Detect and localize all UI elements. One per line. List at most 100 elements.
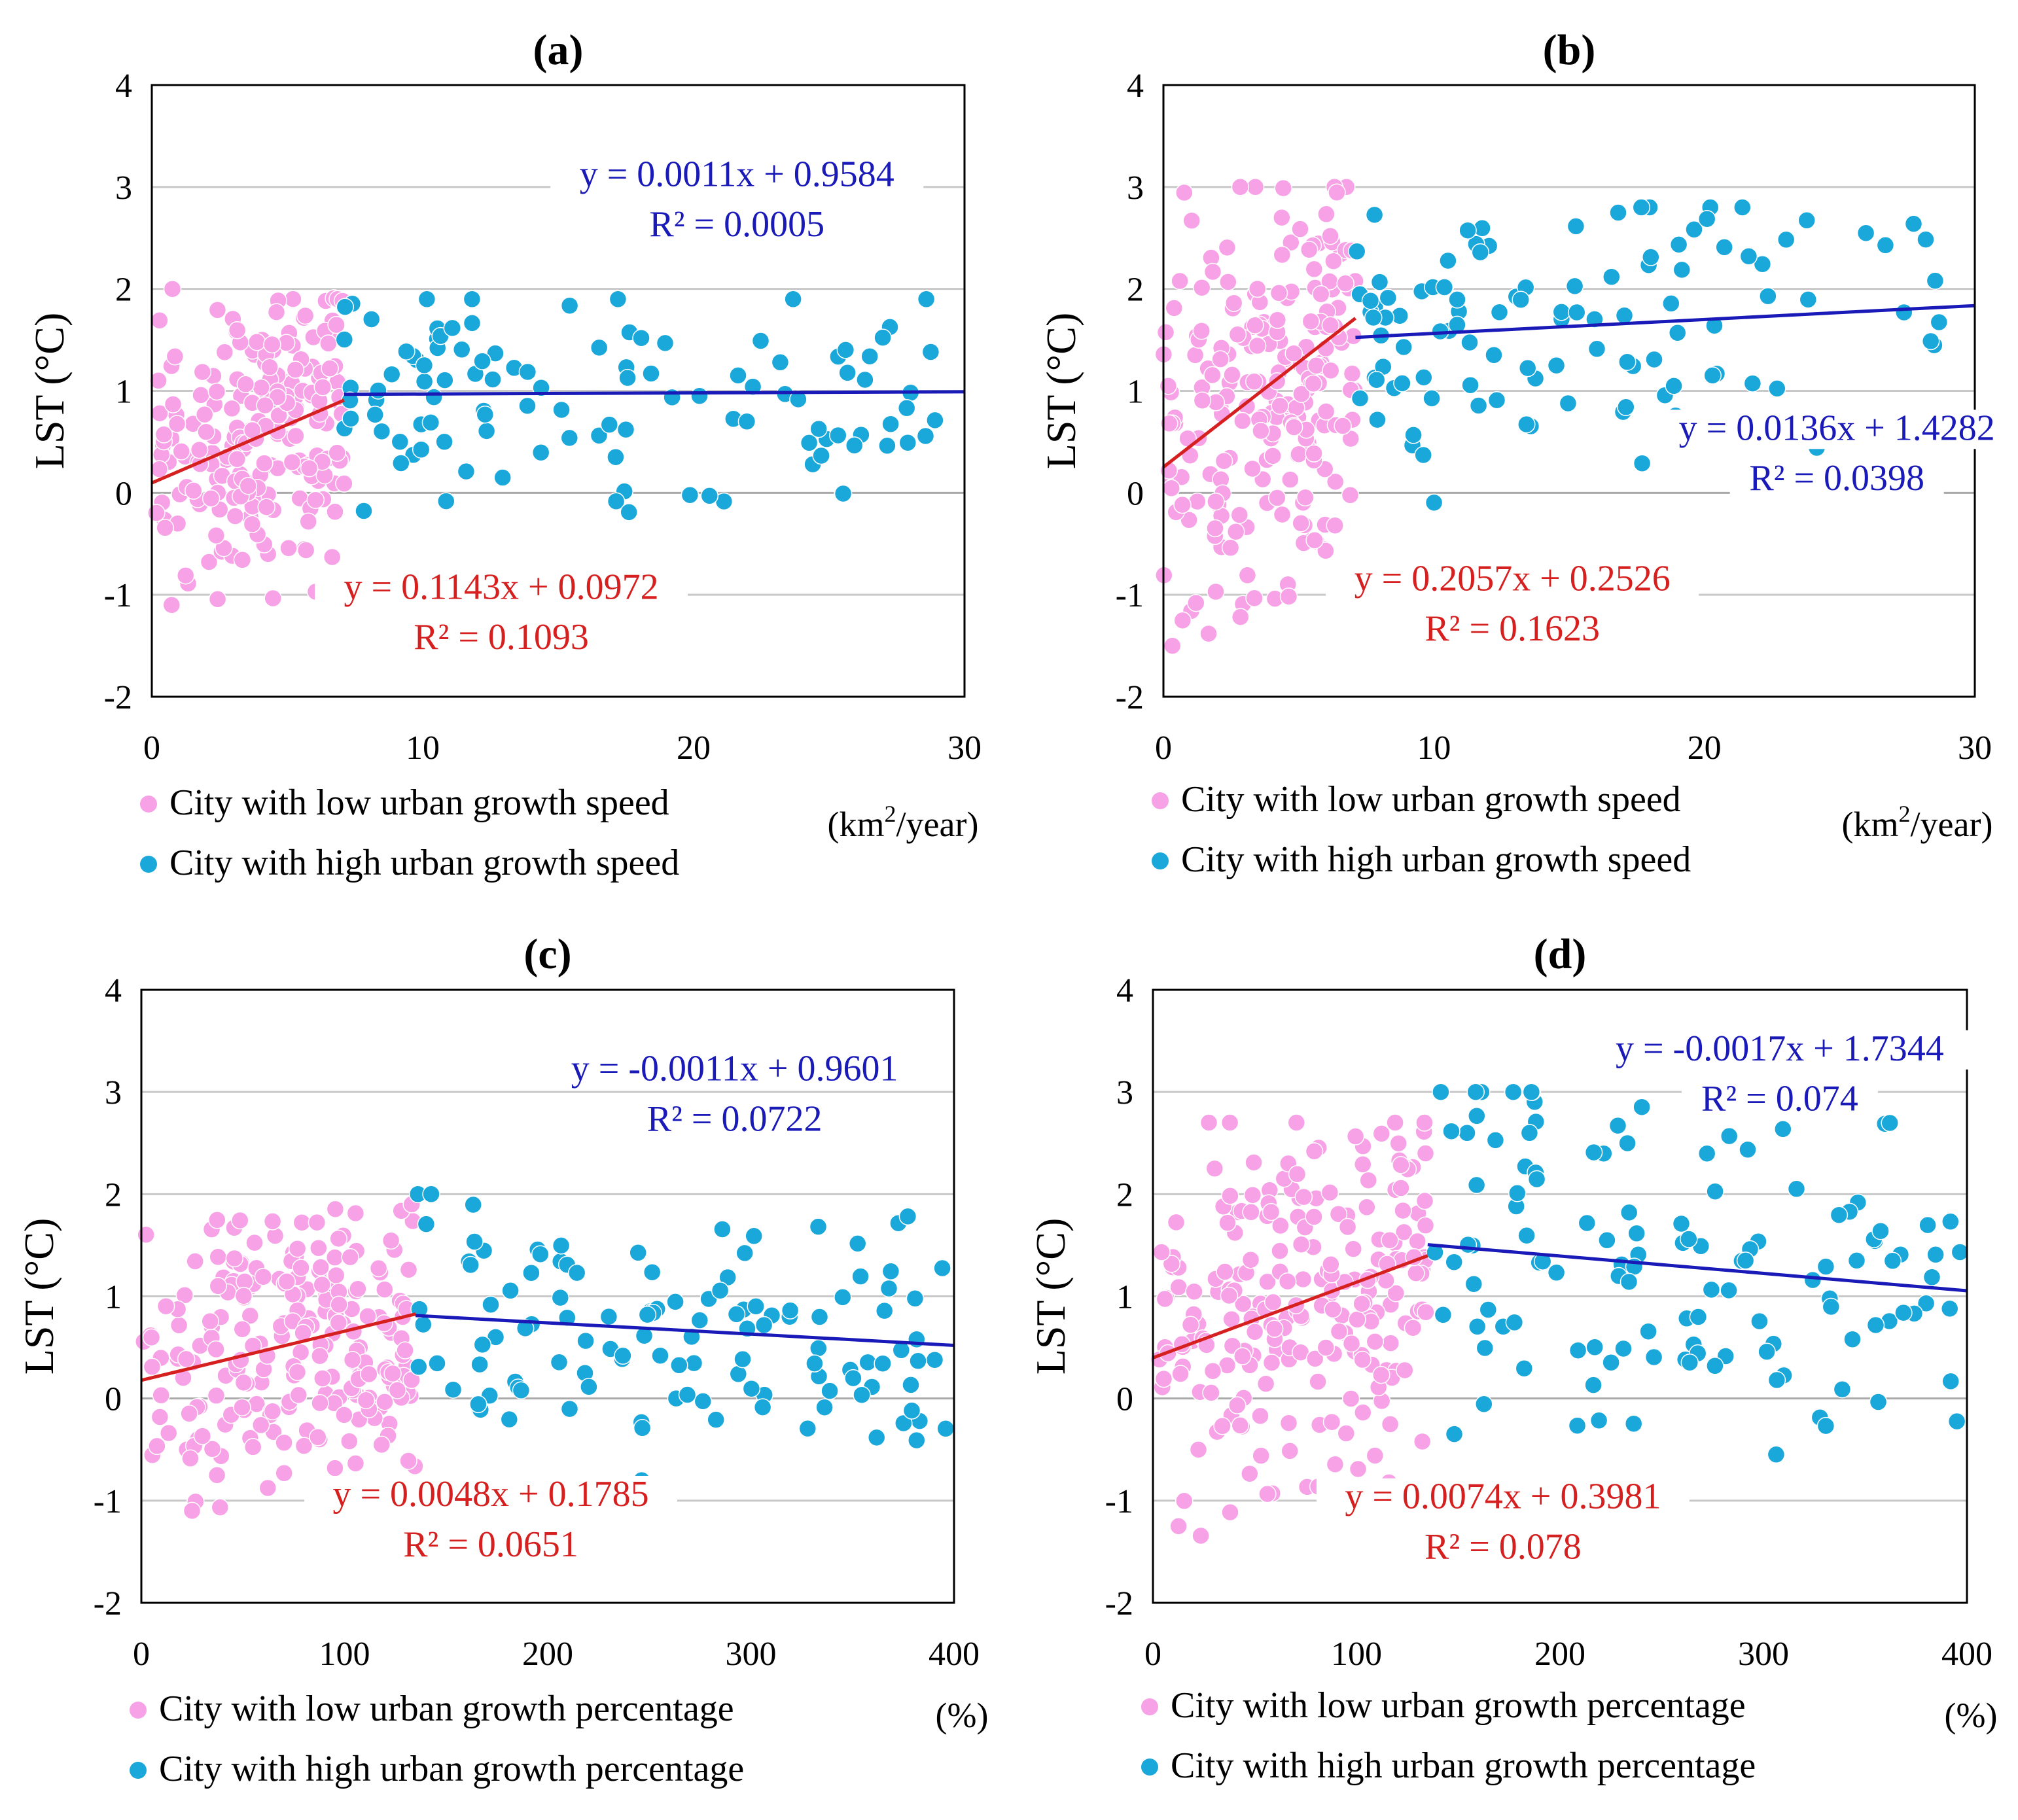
scatter-point bbox=[208, 1211, 226, 1229]
scatter-point bbox=[1305, 1142, 1324, 1161]
trendline-low bbox=[1162, 317, 1356, 468]
x-unit-label: (%) bbox=[1945, 1696, 1998, 1735]
scatter-point bbox=[933, 1259, 951, 1278]
scatter-point bbox=[1189, 1441, 1208, 1459]
scatter-point bbox=[1243, 1185, 1262, 1204]
scatter-point bbox=[1926, 271, 1945, 290]
scatter-point bbox=[1715, 238, 1733, 256]
scatter-point bbox=[700, 487, 719, 505]
scatter-point bbox=[473, 352, 491, 370]
scatter-point bbox=[1680, 1230, 1698, 1248]
scatter-point bbox=[742, 1379, 761, 1398]
chart-panel-3: y = -0.0017x + 1.7344 R² = 0.074 y = 0.007… bbox=[1027, 930, 1997, 1786]
scatter-point bbox=[925, 1350, 944, 1369]
scatter-point bbox=[1262, 1202, 1281, 1221]
scatter-point bbox=[1305, 1350, 1324, 1368]
scatter-point bbox=[1434, 1306, 1453, 1324]
scatter-point bbox=[681, 485, 699, 504]
scatter-point bbox=[1894, 1303, 1913, 1322]
scatter-point bbox=[1203, 1361, 1222, 1380]
r2-low-bg bbox=[394, 619, 609, 659]
scatter-point bbox=[1615, 306, 1634, 325]
equation-low: y = 0.0074x + 0.3981 bbox=[1345, 1477, 1661, 1517]
scatter-point bbox=[263, 1402, 282, 1421]
scatter-point bbox=[1213, 1417, 1231, 1435]
scatter-point bbox=[1697, 1144, 1716, 1163]
scatter-point bbox=[800, 434, 819, 452]
scatter-point bbox=[1372, 1365, 1390, 1384]
scatter-point bbox=[399, 1261, 418, 1279]
scatter-point bbox=[1305, 1208, 1323, 1226]
scatter-point bbox=[1799, 290, 1818, 309]
legend-marker-low bbox=[130, 1702, 147, 1719]
x-tick-label: 100 bbox=[319, 1636, 370, 1673]
scatter-point bbox=[296, 541, 315, 559]
scatter-point bbox=[751, 332, 770, 350]
scatter-point bbox=[1869, 1393, 1888, 1411]
scatter-point bbox=[476, 405, 495, 424]
scatter-point bbox=[1567, 217, 1585, 236]
scatter-point bbox=[771, 353, 790, 372]
scatter-point bbox=[518, 396, 537, 415]
scatter-point bbox=[1169, 1517, 1188, 1535]
scatter-point bbox=[1226, 522, 1245, 541]
series-high-points bbox=[408, 1185, 955, 1490]
scatter-point bbox=[414, 1315, 433, 1334]
scatter-point bbox=[1359, 1171, 1377, 1189]
scatter-point bbox=[264, 589, 282, 608]
scatter-point bbox=[1921, 332, 1940, 351]
scatter-point bbox=[1895, 303, 1913, 322]
scatter-point bbox=[1930, 313, 1949, 332]
scatter-point bbox=[1367, 370, 1386, 389]
scatter-point bbox=[421, 413, 440, 432]
scatter-point bbox=[1706, 1357, 1724, 1375]
scatter-point bbox=[1364, 308, 1383, 327]
scatter-point bbox=[1328, 183, 1346, 201]
scatter-point bbox=[1425, 493, 1443, 512]
scatter-point bbox=[1394, 338, 1413, 357]
scatter-point bbox=[1216, 1263, 1234, 1281]
scatter-point bbox=[632, 328, 650, 347]
scatter-point bbox=[1739, 247, 1758, 266]
scatter-point bbox=[1233, 1295, 1252, 1313]
scatter-point bbox=[1565, 277, 1584, 296]
legend-marker-low bbox=[1141, 1698, 1158, 1715]
scatter-point bbox=[1460, 333, 1479, 352]
scatter-point bbox=[267, 303, 286, 321]
scatter-point bbox=[192, 386, 210, 404]
scatter-point bbox=[1697, 209, 1716, 228]
scatter-point bbox=[1262, 1354, 1281, 1372]
scatter-point bbox=[1233, 1347, 1252, 1365]
y-tick-label: 1 bbox=[1127, 374, 1144, 411]
scatter-point bbox=[355, 502, 373, 520]
scatter-point bbox=[470, 1355, 489, 1374]
scatter-point bbox=[376, 1393, 394, 1411]
series-high-points bbox=[1347, 198, 1949, 512]
scatter-point bbox=[809, 1339, 828, 1357]
scatter-point bbox=[1843, 1330, 1862, 1348]
y-axis-label: LST (°C) bbox=[16, 1218, 62, 1375]
scatter-point bbox=[313, 1276, 331, 1294]
y-tick-label: 4 bbox=[1116, 972, 1133, 1009]
scatter-point bbox=[590, 427, 609, 445]
scatter-point bbox=[284, 290, 302, 308]
trendline-low bbox=[1152, 1254, 1428, 1359]
scatter-point bbox=[1294, 1270, 1313, 1289]
scatter-point bbox=[516, 1319, 535, 1338]
scatter-point bbox=[1351, 389, 1370, 408]
scatter-point bbox=[1407, 1264, 1425, 1282]
scatter-point bbox=[1321, 361, 1340, 380]
scatter-point bbox=[335, 330, 354, 349]
scatter-point bbox=[1284, 418, 1303, 436]
scatter-point bbox=[1508, 1184, 1527, 1202]
equation-low-bg bbox=[304, 1475, 678, 1515]
scatter-point bbox=[550, 1353, 569, 1372]
scatter-point bbox=[1705, 316, 1724, 335]
scatter-point bbox=[1803, 1270, 1822, 1289]
scatter-point bbox=[856, 370, 874, 389]
scatter-point bbox=[1876, 236, 1895, 254]
scatter-point bbox=[1415, 1113, 1434, 1132]
scatter-point bbox=[1787, 1180, 1806, 1199]
scatter-point bbox=[143, 1357, 162, 1376]
scatter-point bbox=[916, 427, 935, 446]
